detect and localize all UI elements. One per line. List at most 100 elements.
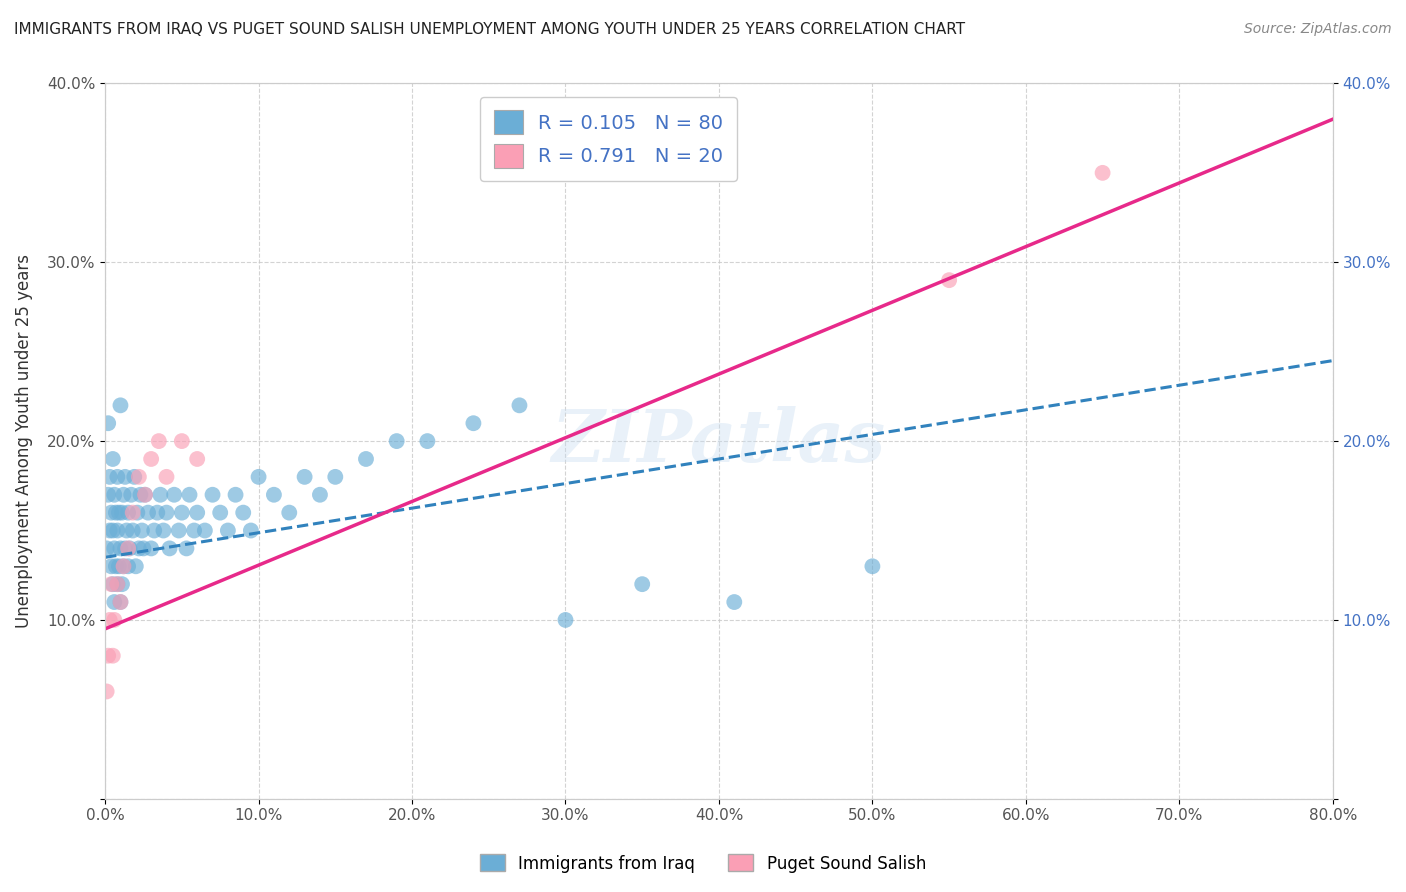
Point (117, 506, 139, 520)
Point (134, 488, 156, 502)
Point (146, 506, 169, 520)
Point (101, 577, 124, 591)
Text: Source: ZipAtlas.com: Source: ZipAtlas.com (1244, 22, 1392, 37)
Point (217, 524, 239, 538)
Point (201, 488, 224, 502)
Point (247, 470, 270, 484)
Point (631, 577, 654, 591)
Point (209, 506, 232, 520)
Point (105, 577, 128, 591)
Y-axis label: Unemployment Among Youth under 25 years: Unemployment Among Youth under 25 years (15, 254, 32, 628)
Text: ZIPatlas: ZIPatlas (553, 406, 886, 476)
Point (309, 488, 332, 502)
Point (232, 506, 254, 520)
Point (179, 488, 201, 502)
Point (110, 595, 132, 609)
Point (98, 524, 121, 538)
Point (98, 613, 121, 627)
Point (134, 488, 156, 502)
Point (96, 541, 118, 556)
Point (98, 470, 121, 484)
Point (100, 506, 122, 520)
Point (159, 541, 181, 556)
Point (508, 398, 530, 412)
Point (554, 613, 576, 627)
Point (103, 595, 125, 609)
Point (127, 506, 149, 520)
Point (111, 577, 134, 591)
Point (155, 470, 177, 484)
Point (120, 488, 142, 502)
Point (105, 577, 128, 591)
Point (128, 541, 150, 556)
Point (186, 506, 208, 520)
Point (149, 488, 172, 502)
Point (170, 434, 193, 449)
Point (108, 506, 131, 520)
Point (938, 273, 960, 287)
Point (278, 506, 301, 520)
Point (183, 524, 205, 538)
Point (128, 470, 150, 484)
Point (1091, 166, 1114, 180)
Point (176, 541, 198, 556)
Point (110, 595, 132, 609)
Point (131, 524, 153, 538)
Point (148, 434, 170, 449)
Point (323, 470, 346, 484)
Point (194, 524, 217, 538)
Point (101, 524, 124, 538)
Point (263, 488, 285, 502)
Point (121, 506, 143, 520)
Point (170, 506, 193, 520)
Point (118, 541, 141, 556)
Point (115, 524, 138, 538)
Point (141, 541, 163, 556)
Legend: Immigrants from Iraq, Puget Sound Salish: Immigrants from Iraq, Puget Sound Salish (474, 847, 932, 880)
Point (129, 488, 152, 502)
Point (112, 559, 135, 574)
Point (121, 524, 143, 538)
Point (723, 595, 745, 609)
Point (141, 452, 163, 467)
Text: IMMIGRANTS FROM IRAQ VS PUGET SOUND SALISH UNEMPLOYMENT AMONG YOUTH UNDER 25 YEA: IMMIGRANTS FROM IRAQ VS PUGET SOUND SALI… (14, 22, 965, 37)
Point (104, 559, 127, 574)
Point (125, 559, 148, 574)
Point (416, 434, 439, 449)
Point (143, 524, 166, 538)
Point (294, 470, 316, 484)
Point (114, 470, 136, 484)
Point (112, 559, 135, 574)
Point (110, 541, 132, 556)
Point (117, 559, 139, 574)
Point (385, 434, 408, 449)
Point (225, 488, 247, 502)
Point (105, 470, 128, 484)
Point (112, 488, 135, 502)
Point (186, 452, 208, 467)
Point (136, 506, 159, 520)
Point (110, 398, 132, 412)
Point (860, 559, 883, 574)
Point (167, 524, 190, 538)
Point (117, 541, 139, 556)
Point (101, 648, 124, 663)
Point (97, 648, 120, 663)
Point (103, 488, 125, 502)
Point (100, 559, 122, 574)
Point (122, 470, 145, 484)
Point (103, 541, 125, 556)
Point (97, 416, 120, 430)
Point (96, 684, 118, 698)
Point (152, 524, 174, 538)
Point (463, 416, 485, 430)
Point (104, 506, 127, 520)
Point (155, 506, 177, 520)
Point (132, 541, 155, 556)
Legend: R = 0.105   N = 80, R = 0.791   N = 20: R = 0.105 N = 80, R = 0.791 N = 20 (479, 96, 737, 181)
Point (97, 488, 120, 502)
Point (108, 559, 131, 574)
Point (111, 506, 134, 520)
Point (103, 613, 125, 627)
Point (163, 488, 186, 502)
